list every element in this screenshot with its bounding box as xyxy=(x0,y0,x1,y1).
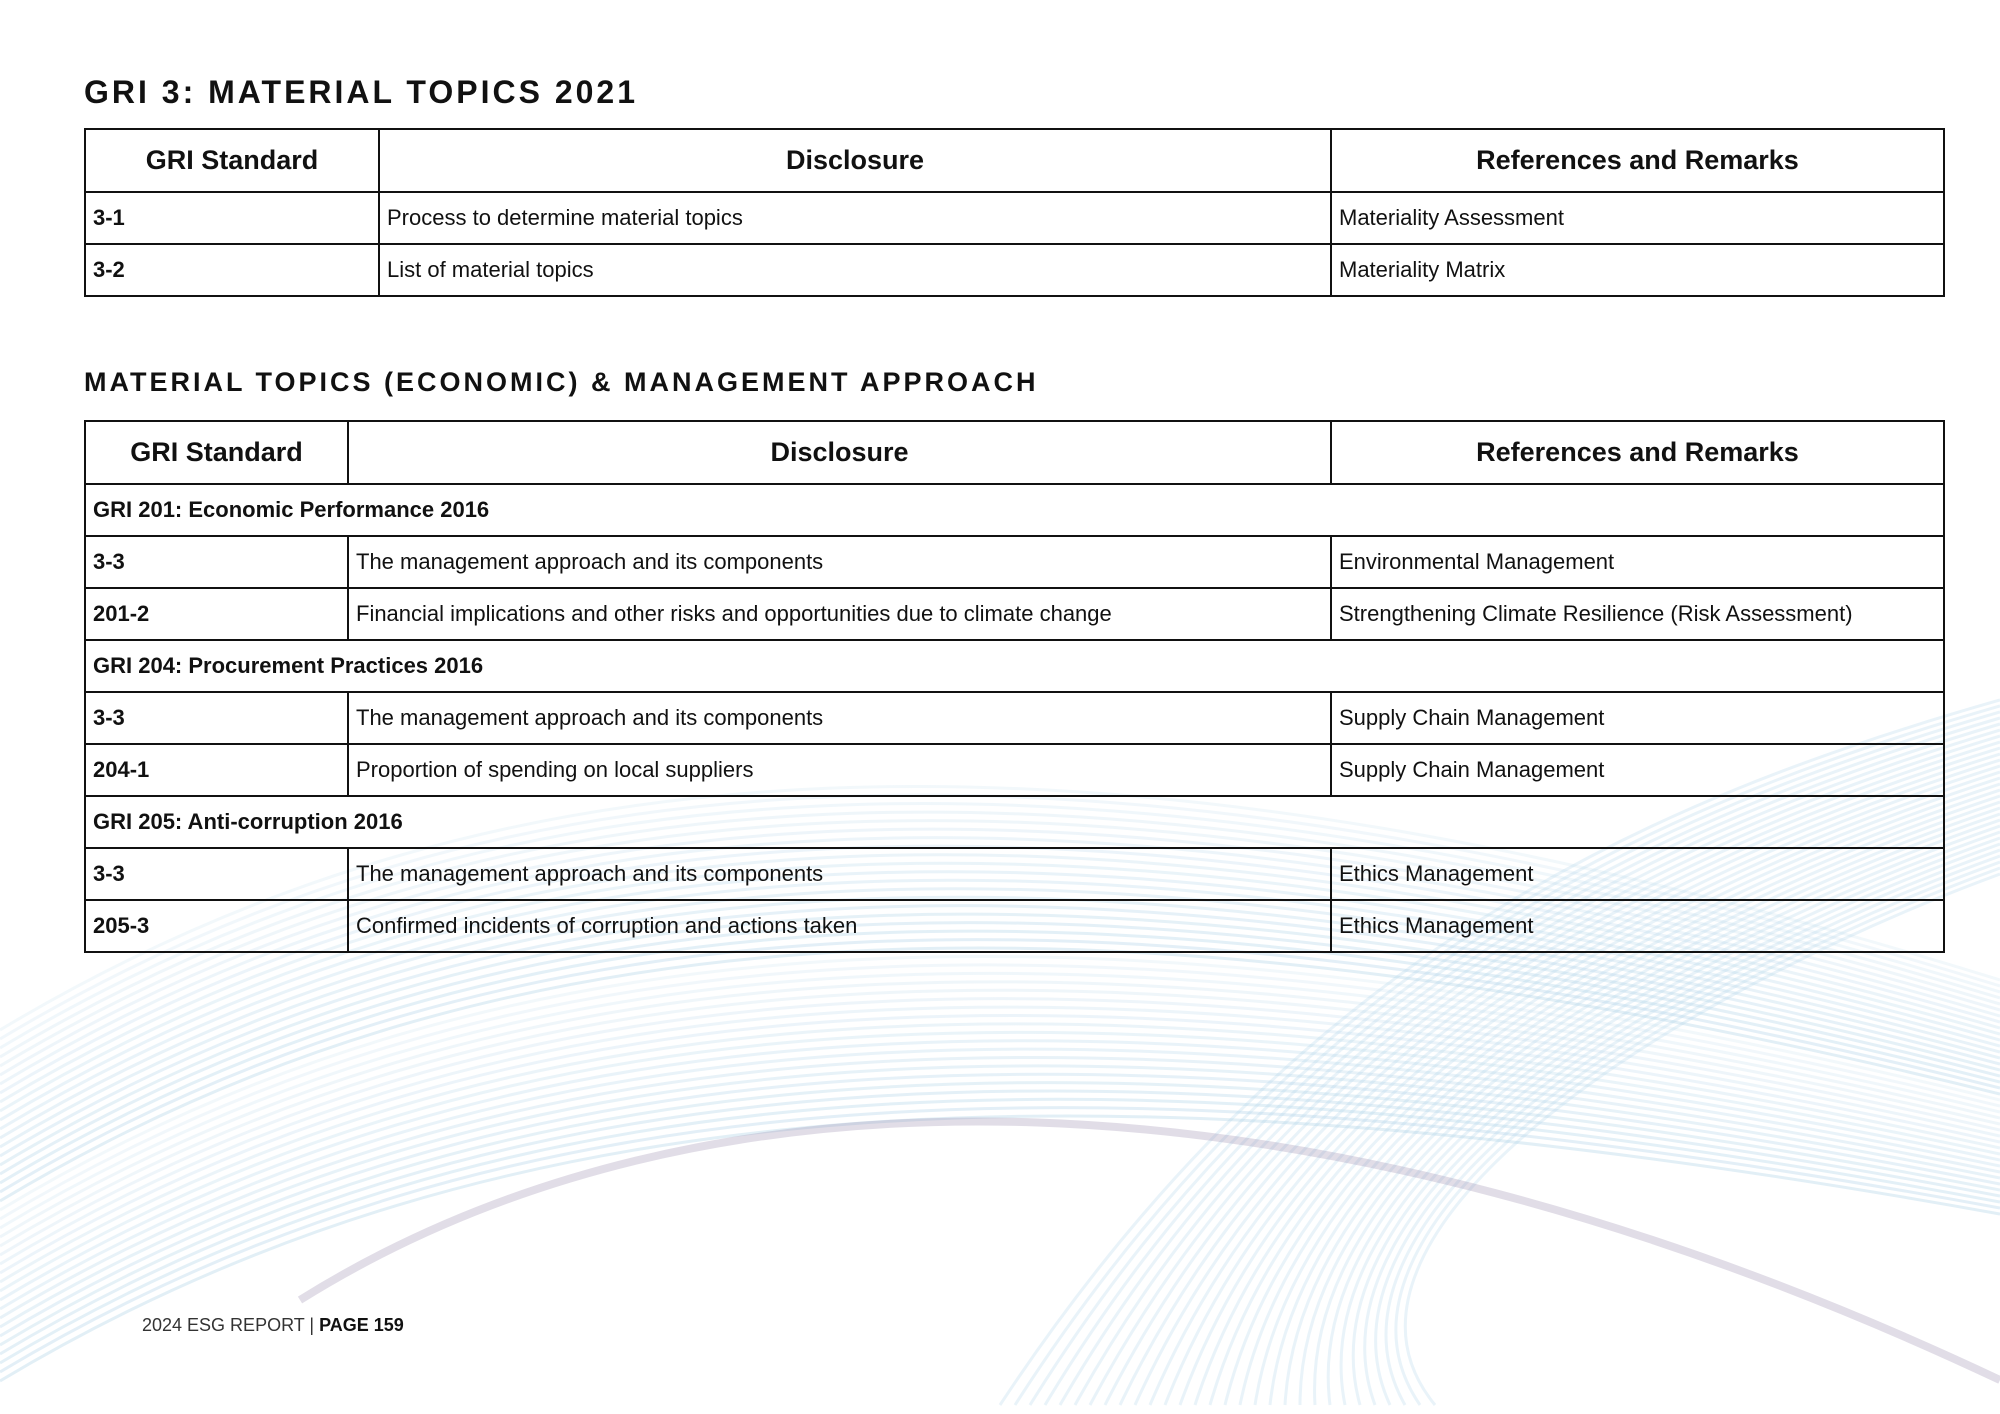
wave-line xyxy=(0,1097,2000,1365)
cell-reference: Strengthening Climate Resilience (Risk A… xyxy=(1330,587,1945,641)
cell-disclosure: Confirmed incidents of corruption and ac… xyxy=(347,899,1332,953)
table-row: 3-3 The management approach and its compo… xyxy=(84,535,1945,589)
cell-code: 205-3 xyxy=(84,899,349,953)
section-title-material-topics: GRI 3: MATERIAL TOPICS 2021 xyxy=(84,74,638,110)
cell-reference: Supply Chain Management xyxy=(1330,743,1945,797)
cell-code: 3-3 xyxy=(84,847,349,901)
cell-disclosure: The management approach and its componen… xyxy=(347,535,1332,589)
group-row: GRI 204: Procurement Practices 2016 xyxy=(84,639,1945,693)
group-title: GRI 201: Economic Performance 2016 xyxy=(84,483,1945,537)
table-row: 204-1 Proportion of spending on local sup… xyxy=(84,743,1945,797)
wave-line xyxy=(0,1030,2000,1293)
group-row: GRI 201: Economic Performance 2016 xyxy=(84,483,1945,537)
header-references: References and Remarks xyxy=(1330,420,1945,485)
section-title-economic-topics: MATERIAL TOPICS (ECONOMIC) & MANAGEMENT … xyxy=(84,367,1039,397)
wave-line xyxy=(0,1064,2000,1329)
cell-disclosure: Financial implications and other risks a… xyxy=(347,587,1332,641)
cell-reference: Environmental Management xyxy=(1330,535,1945,589)
wave-line xyxy=(0,971,2000,1230)
wave-line xyxy=(0,963,2000,1221)
report-name: 2024 ESG REPORT | xyxy=(142,1315,320,1335)
page-number: PAGE 159 xyxy=(319,1315,404,1335)
wave-line xyxy=(0,1047,2000,1311)
wave-line xyxy=(0,1114,2000,1383)
wave-line xyxy=(0,980,2000,1239)
cell-reference: Materiality Assessment xyxy=(1330,191,1945,245)
cell-code: 201-2 xyxy=(84,587,349,641)
header-references: References and Remarks xyxy=(1330,128,1945,193)
cell-code: 3-1 xyxy=(84,191,380,245)
header-disclosure: Disclosure xyxy=(347,420,1332,485)
table-row: 201-2 Financial implications and other ri… xyxy=(84,587,1945,641)
group-title: GRI 205: Anti-corruption 2016 xyxy=(84,795,1945,849)
cell-code: 3-3 xyxy=(84,535,349,589)
header-gri-standard: GRI Standard xyxy=(84,420,349,485)
cell-reference: Ethics Management xyxy=(1330,899,1945,953)
wave-line xyxy=(0,997,2000,1257)
table-row: 3-3 The management approach and its compo… xyxy=(84,691,1945,745)
page-footer: 2024 ESG REPORT | PAGE 159 xyxy=(142,1315,404,1336)
wave-line xyxy=(0,1106,2000,1374)
cell-disclosure: The management approach and its componen… xyxy=(347,847,1332,901)
wave-line xyxy=(0,1072,2000,1338)
wave-line xyxy=(297,1117,2000,1384)
material-topics-table: GRI Standard Disclosure References and R… xyxy=(84,128,1945,297)
wave-line xyxy=(0,1022,2000,1284)
wave-line xyxy=(0,1089,2000,1356)
cell-reference: Ethics Management xyxy=(1330,847,1945,901)
wave-line xyxy=(0,954,2000,1212)
cell-code: 3-3 xyxy=(84,691,349,745)
wave-line xyxy=(0,1081,2000,1347)
group-row: GRI 205: Anti-corruption 2016 xyxy=(84,795,1945,849)
wave-line xyxy=(0,1005,2000,1266)
group-title: GRI 204: Procurement Practices 2016 xyxy=(84,639,1945,693)
header-gri-standard: GRI Standard xyxy=(84,128,380,193)
cell-disclosure: The management approach and its componen… xyxy=(347,691,1332,745)
wave-line xyxy=(0,1055,2000,1320)
header-disclosure: Disclosure xyxy=(378,128,1332,193)
economic-topics-table: GRI Standard Disclosure References and R… xyxy=(84,420,1945,953)
wave-line xyxy=(0,1039,2000,1302)
cell-disclosure: List of material topics xyxy=(378,243,1332,297)
cell-code: 204-1 xyxy=(84,743,349,797)
cell-code: 3-2 xyxy=(84,243,380,297)
table-row: 3-2 List of material topics Materiality Ma… xyxy=(84,243,1945,297)
table-row: 205-3 Confirmed incidents of corruption a… xyxy=(84,899,1945,953)
wave-line xyxy=(0,988,2000,1248)
cell-reference: Materiality Matrix xyxy=(1330,243,1945,297)
cell-disclosure: Process to determine material topics xyxy=(378,191,1332,245)
cell-disclosure: Proportion of spending on local supplier… xyxy=(347,743,1332,797)
wave-line xyxy=(0,1014,2000,1275)
table-row: 3-1 Process to determine material topics M… xyxy=(84,191,1945,245)
cell-reference: Supply Chain Management xyxy=(1330,691,1945,745)
table-row: 3-3 The management approach and its compo… xyxy=(84,847,1945,901)
